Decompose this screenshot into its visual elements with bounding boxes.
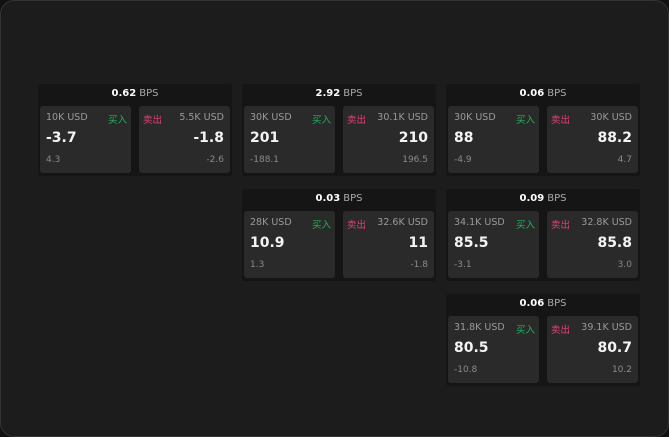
buy-change: -10.8	[454, 365, 478, 375]
buy-button[interactable]: 31.8K USD 买入 80.5 -10.8	[448, 316, 539, 383]
spread-unit: BPS	[547, 193, 567, 204]
buy-price: 80.5	[454, 340, 489, 356]
buy-label: 买入	[311, 115, 331, 126]
sell-label: 卖出	[551, 115, 571, 126]
sell-price: 210	[398, 130, 428, 146]
spread-unit: BPS	[343, 193, 363, 204]
spread-value: 2.92	[315, 88, 341, 99]
buy-label: 买入	[515, 115, 535, 126]
buy-size: 28K USD	[250, 217, 292, 228]
sell-price: 80.7	[597, 340, 632, 356]
sell-button[interactable]: 卖出 30K USD 88.2 4.7	[547, 106, 638, 173]
sell-size: 39.1K USD	[581, 322, 632, 333]
spread-header: 0.06 BPS	[446, 84, 640, 104]
buy-price: 88	[454, 130, 474, 146]
buy-price: 10.9	[250, 235, 285, 251]
buy-price: 85.5	[454, 235, 489, 251]
sell-change: 3.0	[617, 260, 632, 270]
buy-size: 10K USD	[46, 112, 88, 123]
sell-size: 32.6K USD	[377, 217, 428, 228]
price-tile: 0.06 BPS 30K USD 买入 88 -4.9 卖出 30K USD 88…	[446, 84, 640, 176]
buy-button[interactable]: 10K USD 买入 -3.7 4.3	[40, 106, 131, 173]
buy-size: 30K USD	[454, 112, 496, 123]
spread-value: 0.06	[519, 88, 545, 99]
sell-change: 196.5	[402, 155, 428, 165]
sell-change: 10.2	[611, 365, 632, 375]
buy-size: 30K USD	[250, 112, 292, 123]
spread-value: 0.03	[315, 193, 341, 204]
price-tile: 0.03 BPS 28K USD 买入 10.9 1.3 卖出 32.6K USD…	[242, 189, 436, 281]
buy-label: 买入	[515, 325, 535, 336]
buy-change: -4.9	[454, 155, 472, 165]
buy-change: 1.3	[250, 260, 265, 270]
sell-button[interactable]: 卖出 5.5K USD -1.8 -2.6	[139, 106, 230, 173]
sell-price: 85.8	[597, 235, 632, 251]
sell-size: 32.8K USD	[581, 217, 632, 228]
buy-button[interactable]: 30K USD 买入 88 -4.9	[448, 106, 539, 173]
price-tile: 2.92 BPS 30K USD 买入 201 -188.1 卖出 30.1K U…	[242, 84, 436, 176]
sell-button[interactable]: 卖出 30.1K USD 210 196.5	[343, 106, 434, 173]
spread-header: 0.06 BPS	[446, 294, 640, 314]
buy-button[interactable]: 30K USD 买入 201 -188.1	[244, 106, 335, 173]
spread-unit: BPS	[343, 88, 363, 99]
spread-value: 0.09	[519, 193, 545, 204]
sell-label: 卖出	[143, 115, 163, 126]
spread-header: 2.92 BPS	[242, 84, 436, 104]
sell-label: 卖出	[347, 220, 367, 231]
sell-change: 4.7	[617, 155, 632, 165]
price-tile: 0.09 BPS 34.1K USD 买入 85.5 -3.1 卖出 32.8K …	[446, 189, 640, 281]
buy-label: 买入	[107, 115, 127, 126]
spread-unit: BPS	[547, 88, 567, 99]
sell-size: 5.5K USD	[179, 112, 224, 123]
spread-unit: BPS	[139, 88, 159, 99]
sell-price: 11	[408, 235, 428, 251]
sell-label: 卖出	[551, 325, 571, 336]
spread-unit: BPS	[547, 298, 567, 309]
price-tile: 0.62 BPS 10K USD 买入 -3.7 4.3 卖出 5.5K USD …	[38, 84, 232, 176]
sell-button[interactable]: 卖出 39.1K USD 80.7 10.2	[547, 316, 638, 383]
sell-button[interactable]: 卖出 32.6K USD 11 -1.8	[343, 211, 434, 278]
buy-label: 买入	[515, 220, 535, 231]
buy-button[interactable]: 28K USD 买入 10.9 1.3	[244, 211, 335, 278]
spread-header: 0.09 BPS	[446, 189, 640, 209]
price-tile: 0.06 BPS 31.8K USD 买入 80.5 -10.8 卖出 39.1K…	[446, 294, 640, 386]
buy-change: 4.3	[46, 155, 61, 165]
buy-change: -188.1	[250, 155, 280, 165]
buy-size: 31.8K USD	[454, 322, 505, 333]
sell-button[interactable]: 卖出 32.8K USD 85.8 3.0	[547, 211, 638, 278]
sell-size: 30K USD	[590, 112, 632, 123]
sell-price: -1.8	[193, 130, 224, 146]
sell-label: 卖出	[347, 115, 367, 126]
buy-price: -3.7	[46, 130, 77, 146]
sell-change: -2.6	[206, 155, 224, 165]
sell-size: 30.1K USD	[377, 112, 428, 123]
buy-button[interactable]: 34.1K USD 买入 85.5 -3.1	[448, 211, 539, 278]
sell-label: 卖出	[551, 220, 571, 231]
buy-label: 买入	[311, 220, 331, 231]
buy-size: 34.1K USD	[454, 217, 505, 228]
buy-price: 201	[250, 130, 280, 146]
sell-change: -1.8	[410, 260, 428, 270]
spread-header: 0.03 BPS	[242, 189, 436, 209]
buy-change: -3.1	[454, 260, 472, 270]
spread-header: 0.62 BPS	[38, 84, 232, 104]
sell-price: 88.2	[597, 130, 632, 146]
spread-value: 0.06	[519, 298, 545, 309]
spread-value: 0.62	[111, 88, 137, 99]
